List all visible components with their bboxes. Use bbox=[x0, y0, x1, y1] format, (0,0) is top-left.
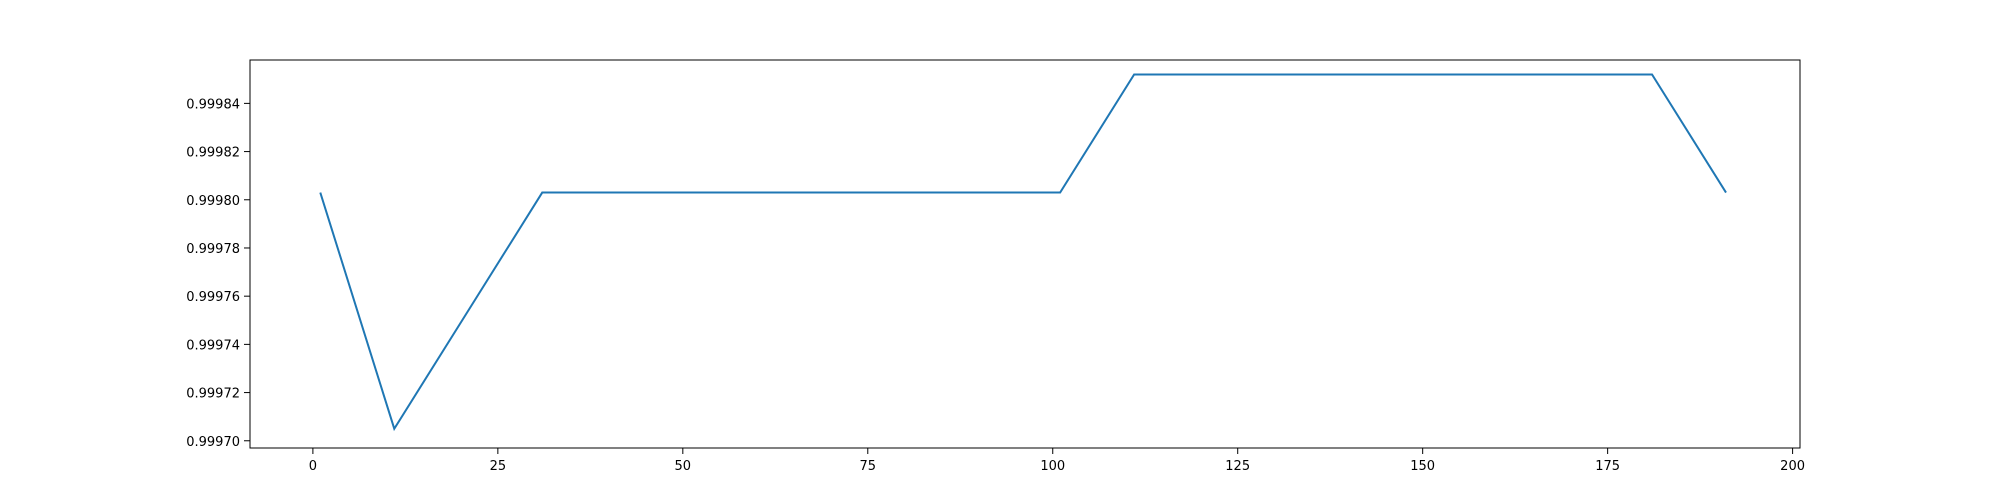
x-tick-label: 175 bbox=[1595, 459, 1620, 474]
x-tick-label: 125 bbox=[1225, 459, 1250, 474]
y-tick-label: 0.99974 bbox=[186, 338, 240, 353]
y-axis-ticks: 0.99970 0.99972 0.99974 0.99976 0.99978 0.999… bbox=[186, 97, 250, 450]
plot-frame bbox=[249, 59, 1801, 449]
x-tick-label: 150 bbox=[1410, 459, 1435, 474]
x-tick-label: 75 bbox=[860, 459, 877, 474]
y-tick-label: 0.99978 bbox=[186, 242, 240, 257]
y-tick-label: 0.99976 bbox=[186, 290, 240, 305]
y-tick-label: 0.99982 bbox=[186, 146, 240, 161]
x-axis-ticks: 0 25 50 75 100 125 150 175 200 bbox=[309, 448, 1805, 474]
y-tick-label: 0.99970 bbox=[186, 435, 240, 450]
x-tick-label: 200 bbox=[1780, 459, 1805, 474]
x-tick-label: 0 bbox=[309, 459, 317, 474]
plot-area bbox=[250, 60, 1800, 448]
y-tick-label: 0.99980 bbox=[186, 194, 240, 209]
y-tick-label: 0.99984 bbox=[186, 97, 240, 112]
x-tick-label: 25 bbox=[490, 459, 507, 474]
y-tick-label: 0.99972 bbox=[186, 387, 240, 402]
series-line bbox=[319, 73, 1727, 432]
x-tick-label: 50 bbox=[675, 459, 692, 474]
x-tick-label: 100 bbox=[1040, 459, 1065, 474]
